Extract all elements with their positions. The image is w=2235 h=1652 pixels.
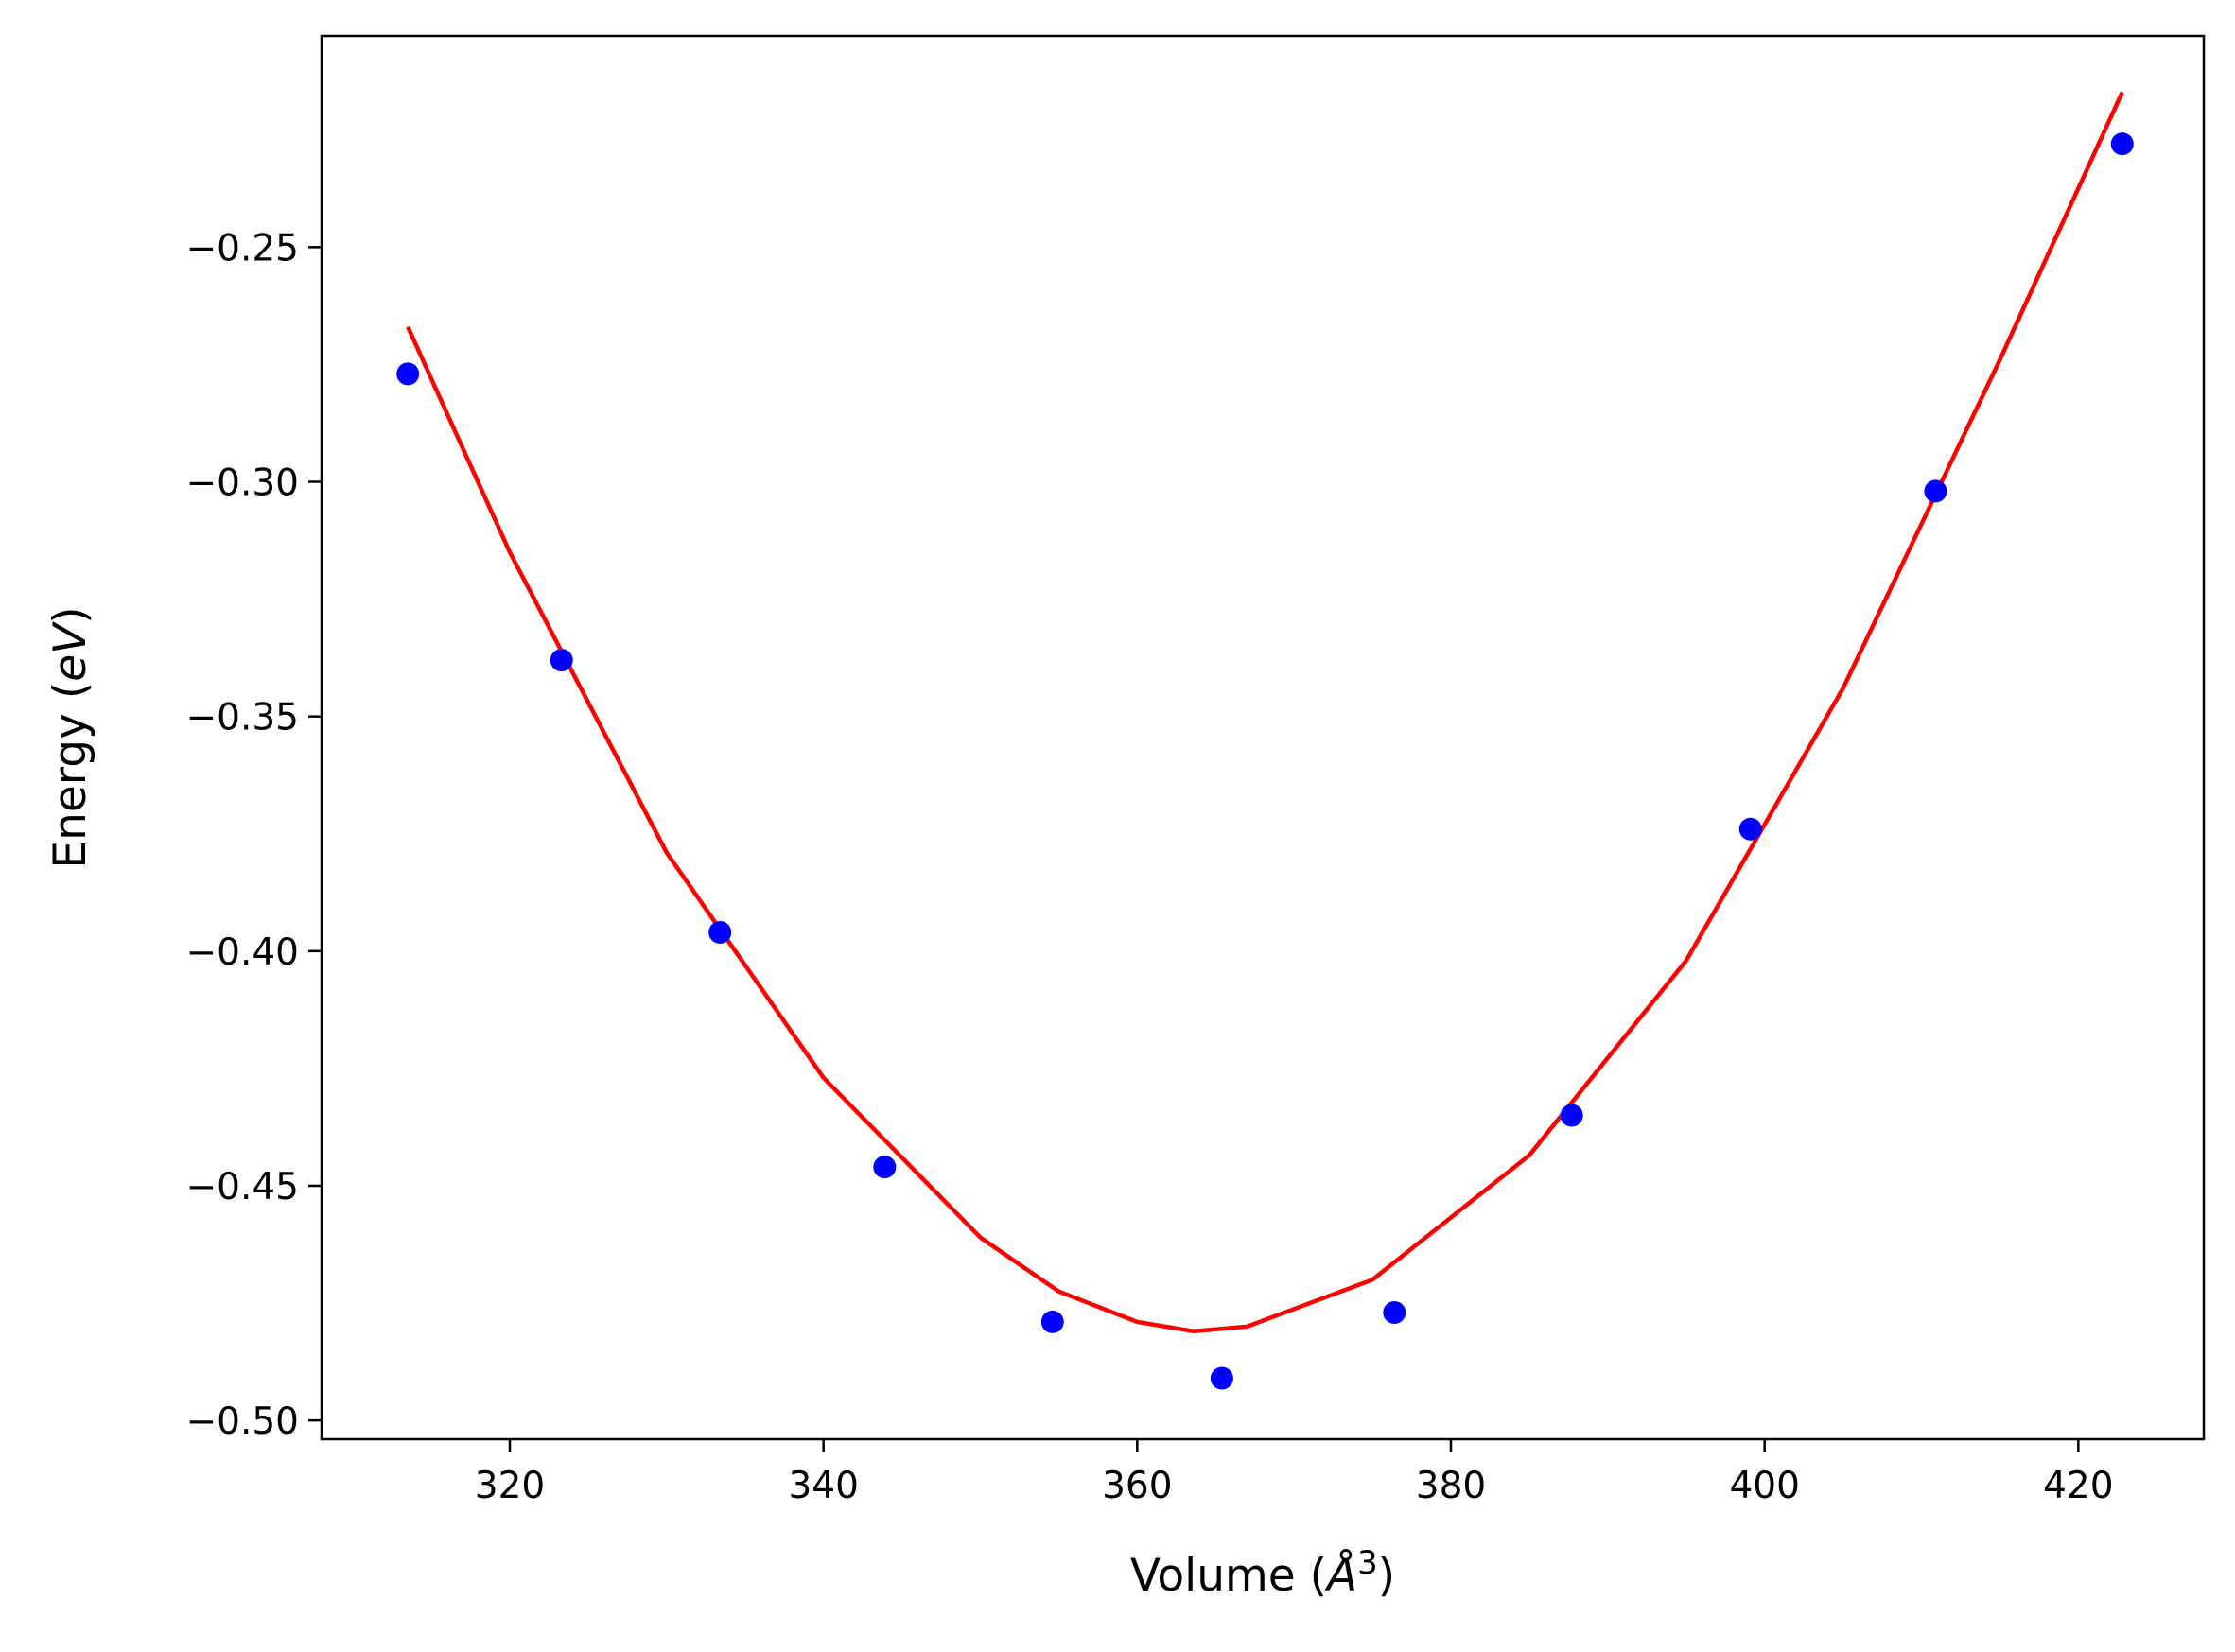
data-point	[1738, 817, 1762, 841]
x-tick-label: 340	[788, 1465, 858, 1507]
y-axis-label-prefix: Energy (	[44, 682, 96, 869]
data-point	[1560, 1104, 1583, 1127]
y-axis-label-symbol: eV	[44, 621, 96, 682]
data-point	[2110, 132, 2134, 156]
y-tick-label: −0.25	[185, 227, 299, 270]
axis-ticks: 320 340 360 380 400 420 −0.50 −0.45 −0.40 −0.35 −0…	[185, 227, 2113, 1507]
x-tick-label: 380	[1416, 1465, 1486, 1507]
data-point	[873, 1156, 897, 1179]
x-axis-label-prefix: Volume (	[1130, 1550, 1327, 1602]
y-tick-label: −0.35	[185, 697, 299, 739]
data-point	[1924, 479, 1947, 503]
x-axis-label: Volume (Å3)	[1130, 1544, 1395, 1602]
data-point	[550, 649, 573, 672]
y-axis-label-suffix: )	[44, 606, 96, 623]
data-point	[1383, 1300, 1406, 1324]
plot-area	[396, 91, 2134, 1390]
axes-frame	[320, 34, 2206, 1441]
x-tick-label: 420	[2043, 1465, 2113, 1507]
y-tick-label: −0.45	[185, 1166, 299, 1209]
y-tick-label: −0.50	[185, 1400, 299, 1443]
y-tick-label: −0.30	[185, 462, 299, 505]
x-axis-label-suffix: )	[1378, 1550, 1395, 1602]
x-tick-label: 360	[1102, 1465, 1172, 1507]
x-tick-label: 320	[475, 1465, 545, 1507]
x-axis-label-power: 3	[1357, 1544, 1378, 1582]
y-tick-label: −0.40	[185, 931, 299, 974]
data-point	[708, 920, 732, 944]
data-point	[396, 362, 420, 386]
x-tick-label: 400	[1729, 1465, 1799, 1507]
data-point	[1210, 1366, 1233, 1390]
y-axis-label: Energy (eV)	[44, 606, 96, 868]
data-point	[1040, 1310, 1064, 1333]
x-axis-label-symbol: Å	[1324, 1550, 1357, 1602]
